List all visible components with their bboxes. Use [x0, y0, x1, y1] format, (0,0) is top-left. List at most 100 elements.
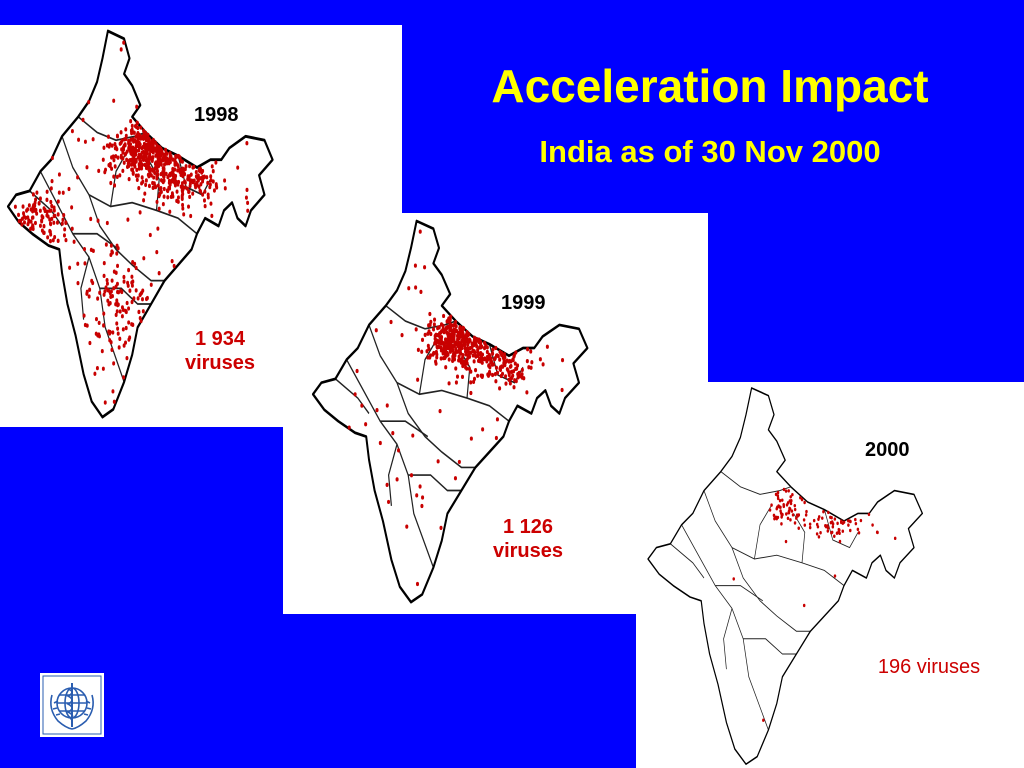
virus-dot: [776, 496, 780, 501]
virus-dot: [127, 267, 131, 273]
virus-dot: [131, 279, 135, 284]
virus-dot: [118, 336, 122, 341]
virus-dot: [831, 525, 835, 529]
virus-dot: [374, 328, 378, 333]
state-border: [793, 513, 806, 563]
virus-dot: [514, 366, 518, 372]
virus-dot: [174, 154, 178, 160]
virus-dot: [110, 347, 114, 353]
virus-dot: [57, 172, 61, 177]
virus-dot: [481, 427, 485, 432]
virus-dot: [90, 278, 94, 284]
virus-dot: [120, 314, 124, 319]
virus-dot: [136, 130, 140, 136]
map-year-label-2000: 2000: [865, 439, 910, 461]
virus-dot: [121, 307, 125, 312]
virus-dot: [33, 220, 37, 226]
virus-dot: [848, 519, 851, 523]
virus-dot: [789, 495, 792, 499]
virus-dot: [385, 482, 389, 487]
virus-dot: [491, 351, 495, 356]
virus-dot: [780, 515, 783, 519]
virus-dot: [109, 294, 113, 299]
virus-dot: [414, 327, 418, 332]
virus-dot: [782, 487, 786, 492]
virus-dot: [214, 160, 218, 165]
virus-dot: [125, 157, 129, 162]
virus-dot: [140, 181, 144, 186]
virus-dot: [831, 522, 835, 526]
virus-dot: [478, 356, 483, 361]
virus-dot: [416, 377, 420, 382]
virus-dot: [125, 355, 129, 361]
virus-dot: [502, 361, 506, 366]
virus-count-unit-1998: viruses: [184, 352, 256, 374]
virus-dot: [115, 174, 119, 180]
virus-dot: [157, 206, 161, 211]
virus-dot: [119, 47, 123, 52]
virus-dot: [347, 425, 351, 430]
virus-dot: [364, 422, 368, 427]
virus-dot: [70, 205, 74, 210]
virus-dot: [148, 170, 152, 176]
virus-dot: [434, 349, 438, 355]
virus-dot: [378, 440, 382, 446]
virus-dot: [108, 331, 112, 336]
virus-dot: [790, 498, 793, 503]
virus-dot: [442, 341, 446, 346]
virus-dot: [140, 175, 144, 180]
virus-dot: [161, 170, 165, 175]
virus-dot: [205, 175, 209, 180]
virus-dot: [57, 190, 61, 195]
virus-dot: [493, 355, 497, 361]
virus-dot: [465, 346, 469, 351]
state-border: [408, 474, 462, 492]
virus-dot: [514, 350, 518, 355]
virus-dot: [147, 138, 151, 143]
virus-dot: [179, 172, 183, 177]
virus-dot: [520, 372, 524, 377]
virus-dot: [471, 353, 475, 358]
virus-dot: [136, 135, 140, 140]
virus-dot: [107, 162, 111, 168]
virus-dot: [837, 527, 841, 532]
virus-dot: [76, 280, 80, 286]
virus-dot: [104, 242, 108, 247]
virus-dot: [46, 235, 50, 240]
virus-dot: [49, 186, 53, 191]
virus-dot: [136, 121, 139, 126]
state-border: [824, 509, 859, 549]
virus-dot: [560, 387, 564, 393]
virus-count-number-1999: 1 126: [502, 516, 554, 538]
virus-dot: [144, 182, 148, 188]
virus-dot: [491, 347, 495, 352]
virus-dot: [245, 187, 249, 193]
virus-dot: [525, 390, 529, 395]
virus-dot: [137, 185, 141, 191]
virus-dot: [418, 229, 422, 234]
virus-dot: [63, 227, 67, 232]
virus-dot: [849, 528, 852, 533]
virus-dot: [512, 354, 516, 359]
virus-dot: [875, 530, 879, 534]
virus-dot: [819, 531, 822, 535]
virus-dot: [60, 221, 64, 226]
virus-dot: [125, 300, 129, 306]
virus-dot: [26, 207, 30, 212]
state-border: [703, 490, 845, 587]
virus-dot: [96, 296, 100, 301]
virus-dot: [89, 247, 93, 253]
virus-dot: [500, 351, 504, 356]
virus-dot: [48, 239, 52, 244]
virus-dot: [91, 137, 95, 142]
virus-dot: [486, 373, 491, 378]
virus-dot: [48, 208, 52, 213]
virus-dot: [400, 333, 404, 338]
virus-dot: [201, 168, 205, 174]
virus-dot: [196, 174, 200, 179]
state-border: [80, 256, 90, 320]
state-border: [743, 638, 797, 655]
virus-dot: [416, 347, 420, 352]
virus-dot: [491, 372, 495, 378]
virus-dot: [40, 214, 44, 219]
